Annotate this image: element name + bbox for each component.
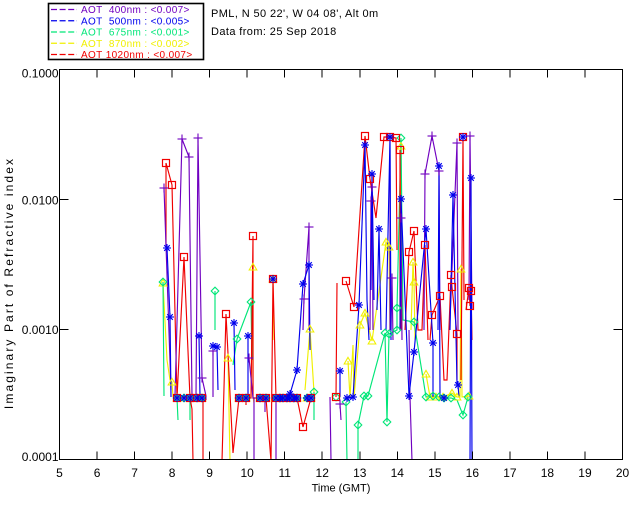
svg-text:0.0100: 0.0100 — [22, 194, 59, 208]
svg-text:16: 16 — [466, 466, 480, 480]
svg-text:20: 20 — [616, 466, 630, 480]
svg-text:AOT 870nm : <0.002>: AOT 870nm : <0.002> — [81, 39, 190, 50]
svg-text:13: 13 — [353, 466, 367, 480]
svg-text:AOT 675nm : <0.001>: AOT 675nm : <0.001> — [81, 28, 190, 39]
svg-text:19: 19 — [578, 466, 592, 480]
svg-text:5: 5 — [56, 466, 63, 480]
svg-text:7: 7 — [131, 466, 138, 480]
svg-text:8: 8 — [169, 466, 176, 480]
svg-text:Time (GMT): Time (GMT) — [312, 483, 371, 495]
svg-text:17: 17 — [503, 466, 517, 480]
svg-text:10: 10 — [240, 466, 254, 480]
svg-text:0.0010: 0.0010 — [22, 323, 59, 337]
svg-text:15: 15 — [428, 466, 442, 480]
svg-text:11: 11 — [278, 466, 291, 480]
svg-text:Data from: 25 Sep 2018: Data from: 25 Sep 2018 — [211, 26, 337, 38]
svg-text:12: 12 — [316, 466, 330, 480]
svg-text:PML, N 50 22', W 04 08', Alt 0: PML, N 50 22', W 04 08', Alt 0m — [211, 8, 379, 20]
svg-text:6: 6 — [94, 466, 101, 480]
svg-text:9: 9 — [206, 466, 213, 480]
svg-text:AOT 500nm : <0.005>: AOT 500nm : <0.005> — [81, 16, 190, 27]
svg-text:Imaginary Part of Refractive i: Imaginary Part of Refractive index — [2, 157, 16, 409]
svg-text:18: 18 — [541, 466, 555, 480]
svg-text:0.1000: 0.1000 — [22, 67, 59, 81]
svg-text:AOT 400nm : <0.007>: AOT 400nm : <0.007> — [81, 5, 190, 16]
svg-text:14: 14 — [391, 466, 405, 480]
svg-text:0.0001: 0.0001 — [22, 450, 59, 464]
svg-text:AOT 1020nm : <0.007>: AOT 1020nm : <0.007> — [81, 50, 193, 61]
